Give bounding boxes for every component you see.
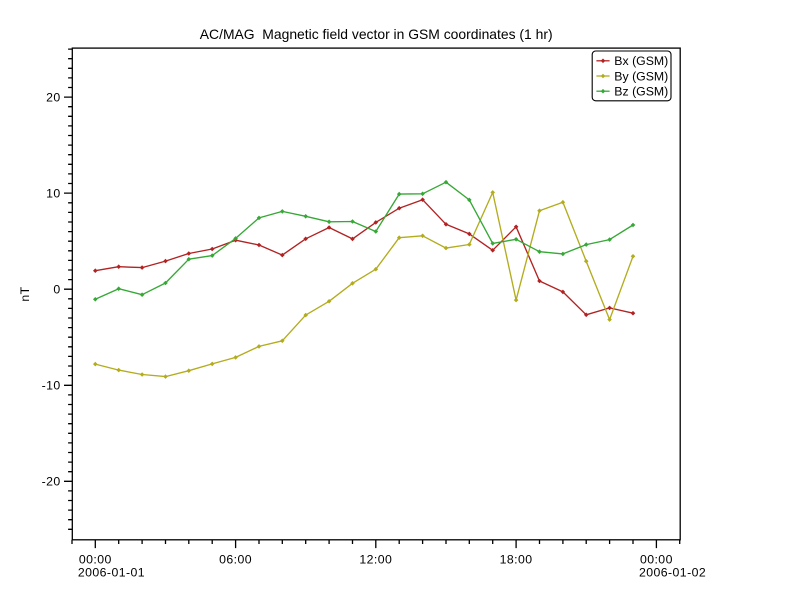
svg-text:2006-01-02: 2006-01-02 [639, 565, 706, 579]
svg-text:By (GSM): By (GSM) [614, 69, 668, 83]
svg-text:20: 20 [46, 91, 61, 105]
svg-text:00:00: 00:00 [640, 553, 673, 567]
svg-text:-10: -10 [42, 379, 61, 393]
svg-text:-20: -20 [42, 475, 61, 489]
svg-text:12:00: 12:00 [359, 553, 392, 567]
svg-text:2006-01-01: 2006-01-01 [78, 565, 145, 579]
svg-text:Bx (GSM): Bx (GSM) [614, 54, 668, 68]
svg-text:AC/MAG Magnetic field vector: AC/MAG Magnetic field vector in GSM coor… [200, 26, 553, 42]
svg-text:Bz (GSM): Bz (GSM) [614, 85, 668, 99]
svg-text:18:00: 18:00 [500, 553, 533, 567]
svg-text:0: 0 [53, 283, 60, 297]
svg-text:10: 10 [46, 187, 61, 201]
svg-text:00:00: 00:00 [79, 553, 112, 567]
svg-text:nT: nT [18, 286, 32, 301]
svg-text:06:00: 06:00 [219, 553, 252, 567]
